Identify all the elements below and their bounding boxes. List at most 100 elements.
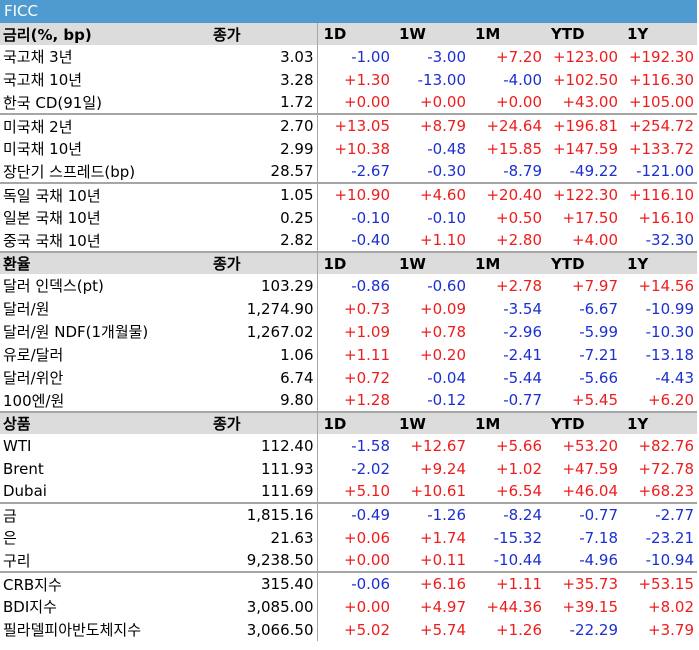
cell-1w: -1.26 <box>393 502 469 526</box>
column-header-1y: 1Y <box>621 23 697 45</box>
cell-1w: +8.79 <box>393 113 469 137</box>
table-row: 미국채 10년 2.99 +10.38 -0.48 +15.85 +147.59 +133.… <box>0 137 697 160</box>
cell-1d: -2.67 <box>351 162 390 180</box>
table-row: 구리 9,238.50 +0.00 +0.11 -10.44 -4.96 -10.94 <box>0 549 697 572</box>
cell-1y: +6.20 <box>648 391 694 409</box>
cell-close: 0.25 <box>210 206 318 229</box>
table-row: Brent 111.93 -2.02 +9.24 +1.02 +47.59 +72.78 <box>0 457 697 480</box>
table-body: 금리(%, bp) 종가 1D 1W 1M YTD 1Y 국고채 3년 3.03 -1.00 -3.… <box>0 23 697 641</box>
cell-1m: -4.00 <box>503 70 542 89</box>
cell-ytd: -5.99 <box>579 322 618 341</box>
cell-name: 달러/위안 <box>3 369 64 387</box>
cell-name: 장단기 스프레드(bp) <box>3 162 136 181</box>
cell-1y: +192.30 <box>628 47 694 66</box>
cell-1m: +44.36 <box>486 597 542 616</box>
cell-1w: -13.00 <box>417 70 466 89</box>
cell-1w: +0.00 <box>420 93 466 111</box>
cell-1w: +1.10 <box>420 231 466 249</box>
cell-1d: +1.30 <box>344 70 390 89</box>
cell-ytd: +35.73 <box>545 571 621 595</box>
cell-1m: +5.66 <box>496 436 542 455</box>
cell-close: 1,267.02 <box>210 320 318 343</box>
cell-1d: +0.00 <box>344 93 390 111</box>
cell-1d: -0.06 <box>317 571 393 595</box>
column-header-1y: 1Y <box>621 251 697 274</box>
column-header-1d: 1D <box>317 23 393 45</box>
cell-ytd: +122.30 <box>545 182 621 206</box>
cell-1y: +82.76 <box>638 436 694 455</box>
cell-1w: +6.16 <box>393 571 469 595</box>
table-row: 필라델피아반도체지수 3,066.50 +5.02 +5.74 +1.26 -22.29 +… <box>0 618 697 641</box>
cell-1w: -3.00 <box>427 47 466 66</box>
cell-close: 3,085.00 <box>210 595 318 618</box>
cell-1d: +0.00 <box>344 551 390 569</box>
cell-1d: +0.73 <box>344 299 390 318</box>
cell-ytd: +17.50 <box>562 208 618 227</box>
cell-1d: +0.00 <box>344 597 390 616</box>
cell-ytd: +123.00 <box>552 47 618 66</box>
column-header-1y: 1Y <box>621 411 697 434</box>
cell-1w: -0.48 <box>427 139 466 158</box>
cell-ytd: -0.77 <box>545 502 621 526</box>
table-row: 달러 인덱스(pt) 103.29 -0.86 -0.60 +2.78 +7.97 +14.… <box>0 274 697 297</box>
cell-ytd: -6.67 <box>579 299 618 318</box>
cell-close: 3.03 <box>210 45 318 68</box>
cell-1w: +4.60 <box>393 182 469 206</box>
cell-ytd: +102.50 <box>552 70 618 89</box>
cell-close: 9.80 <box>210 389 318 412</box>
table-row: 미국채 2년 2.70 +13.05 +8.79 +24.64 +196.81 +254.7… <box>0 113 697 137</box>
cell-ytd: -7.18 <box>579 528 618 547</box>
cell-1y: +14.56 <box>638 276 694 295</box>
cell-1m: +2.80 <box>496 231 542 249</box>
table-row: 장단기 스프레드(bp) 28.57 -2.67 -0.30 -8.79 -49.22 -1… <box>0 160 697 183</box>
cell-1w: -0.30 <box>427 162 466 180</box>
cell-1y: -121.00 <box>636 162 694 180</box>
cell-name: 구리 <box>3 551 31 570</box>
column-header-1m: 1M <box>469 23 545 45</box>
cell-1m: +15.85 <box>486 139 542 158</box>
cell-1y: +3.79 <box>648 620 694 639</box>
cell-close: 111.93 <box>210 457 318 480</box>
cell-1w: +4.97 <box>420 597 466 616</box>
cell-1m: -5.44 <box>503 368 542 387</box>
cell-ytd: +4.00 <box>572 231 618 249</box>
cell-1y: +16.10 <box>638 208 694 227</box>
table-row: 독일 국채 10년 1.05 +10.90 +4.60 +20.40 +122.30 +11… <box>0 182 697 206</box>
table-row: WTI 112.40 -1.58 +12.67 +5.66 +53.20 +82.76 <box>0 434 697 457</box>
cell-close: 1,274.90 <box>210 297 318 320</box>
cell-1y: -23.21 <box>645 528 694 547</box>
cell-1y: -10.99 <box>645 299 694 318</box>
cell-1d: +13.05 <box>317 113 393 137</box>
cell-1m: +24.64 <box>469 113 545 137</box>
cell-ytd: +53.20 <box>562 436 618 455</box>
cell-1m: -8.24 <box>469 502 545 526</box>
cell-1y: +116.10 <box>621 182 697 206</box>
cell-1w: -0.04 <box>427 368 466 387</box>
cell-name: CRB지수 <box>0 571 210 595</box>
table-row: 국고채 10년 3.28 +1.30 -13.00 -4.00 +102.50 +116.3… <box>0 68 697 91</box>
cell-1d: +1.11 <box>344 345 390 364</box>
cell-1w: +5.74 <box>420 620 466 639</box>
column-header-1m: 1M <box>469 411 545 434</box>
cell-ytd: +46.04 <box>562 482 618 500</box>
cell-close: 103.29 <box>210 274 318 297</box>
cell-1d: -0.86 <box>351 276 390 295</box>
cell-close: 2.99 <box>210 137 318 160</box>
cell-1y: +133.72 <box>628 139 694 158</box>
cell-1w: +9.24 <box>420 459 466 478</box>
cell-1y: +72.78 <box>638 459 694 478</box>
cell-name: 유로/달러 <box>3 346 64 364</box>
cell-ytd: +39.15 <box>562 597 618 616</box>
cell-close: 2.82 <box>210 229 318 252</box>
cell-name: 중국 국채 10년 <box>3 231 101 250</box>
cell-1m: +7.20 <box>496 47 542 66</box>
cell-name: 국고채 10년 <box>3 71 83 89</box>
table-row: BDI지수 3,085.00 +0.00 +4.97 +44.36 +39.15 +8.02 <box>0 595 697 618</box>
cell-1m: -2.41 <box>503 345 542 364</box>
cell-name: 국고채 3년 <box>3 48 73 66</box>
column-header-1w: 1W <box>393 411 469 434</box>
cell-1w: +12.67 <box>410 436 466 455</box>
table-row: 한국 CD(91일) 1.72 +0.00 +0.00 +0.00 +43.00 +105.… <box>0 91 697 114</box>
column-header-name: 금리(%, bp) <box>0 23 210 45</box>
